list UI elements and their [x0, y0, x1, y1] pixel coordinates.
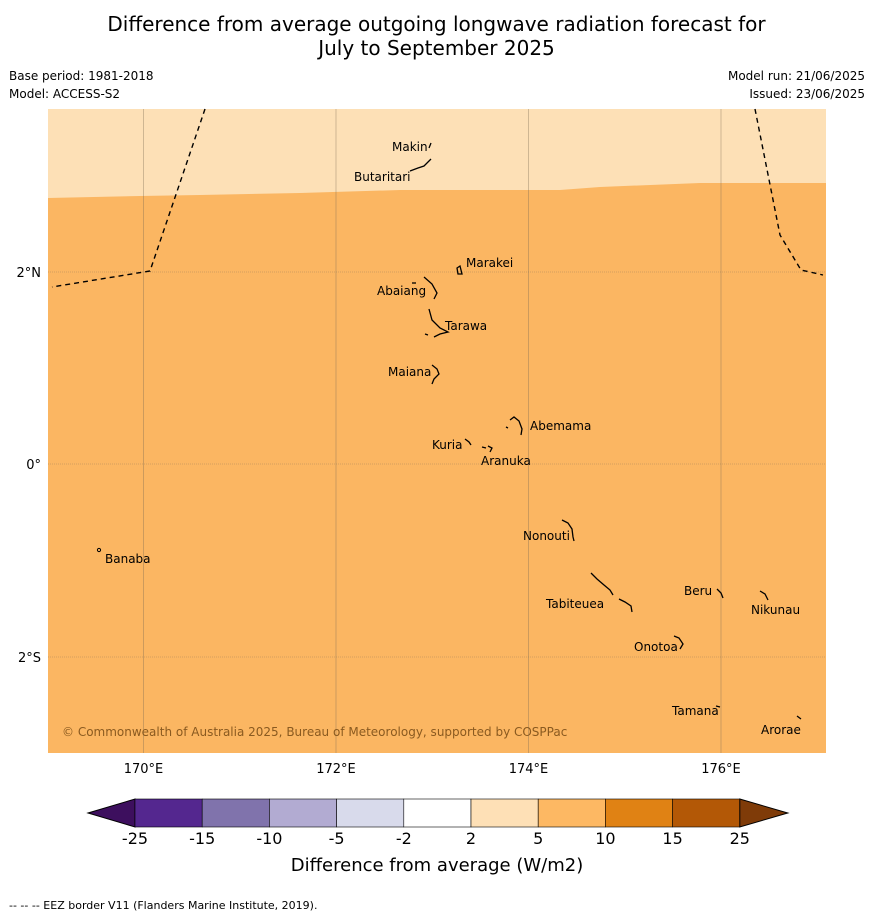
island-abaiang-shape — [423, 276, 438, 300]
label-tamana: Tamana — [671, 704, 719, 718]
label-beru: Beru — [684, 584, 712, 598]
colorbar-tick-label: 10 — [595, 829, 615, 848]
lon-label-176e: 176°E — [701, 762, 741, 777]
lon-label-174e: 174°E — [509, 762, 549, 777]
label-nonouti: Nonouti — [523, 529, 570, 543]
label-makin: Makin — [392, 140, 428, 154]
island-butaritari-shape — [409, 158, 432, 172]
map-title: Difference from average outgoing longwav… — [0, 12, 873, 60]
colorbar-tick-label: -15 — [189, 829, 215, 848]
label-tabiteuea: Tabiteuea — [545, 597, 604, 611]
label-butaritari: Butaritari — [354, 170, 411, 184]
colorbar: Difference from average (W/m2) -25 -15 -10… — [86, 798, 790, 876]
model-run: Model run: 21/06/2025 — [727, 69, 865, 83]
colorbar-tick-label: -5 — [329, 829, 345, 848]
island-tamana-shape — [715, 705, 721, 708]
island-banaba-shape — [96, 547, 102, 553]
island-abemama-islet — [505, 426, 509, 429]
colorbar-segment — [134, 798, 203, 828]
island-tabiteuea-north-shape — [590, 572, 614, 596]
colorbar-segment — [537, 798, 606, 828]
base-period: Base period: 1981-2018 — [9, 69, 154, 83]
colorbar-segment — [403, 798, 472, 828]
label-abemama: Abemama — [530, 419, 591, 433]
label-abaiang: Abaiang — [377, 284, 426, 298]
label-onotoa: Onotoa — [634, 640, 678, 654]
island-arorae-shape — [796, 715, 802, 720]
island-nonouti-shape — [561, 519, 575, 542]
colorbar-tick-label: 25 — [730, 829, 750, 848]
eez-border-east — [754, 108, 824, 276]
island-kuria-shape — [464, 438, 472, 446]
island-marakei-shape — [456, 264, 463, 275]
island-beru-shape — [716, 588, 724, 599]
copyright-notice: © Commonwealth of Australia 2025, Bureau… — [62, 725, 567, 739]
title-line-2: July to September 2025 — [318, 36, 555, 60]
colorbar-tick-label: -10 — [256, 829, 282, 848]
island-tarawa-shape — [428, 308, 450, 338]
model-name: Model: ACCESS-S2 — [9, 87, 121, 101]
islands — [409, 142, 802, 720]
label-marakei: Marakei — [466, 256, 513, 270]
lat-label-0: 0° — [26, 458, 41, 473]
lon-label-172e: 172°E — [316, 762, 356, 777]
label-nikunau: Nikunau — [751, 603, 800, 617]
colorbar-tick-label: 15 — [662, 829, 682, 848]
label-tarawa: Tarawa — [444, 319, 487, 333]
colorbar-segment — [336, 798, 405, 828]
eez-border-west — [51, 108, 206, 288]
issued-date: Issued: 23/06/2025 — [749, 87, 865, 101]
title-line-1: Difference from average outgoing longwav… — [107, 12, 766, 36]
island-makin-shape — [428, 142, 432, 149]
meta-right: Model run: 21/06/2025 Issued: 23/06/2025 — [728, 67, 865, 103]
map-panel: Makin Butaritari Marakei Abaiang Tarawa … — [48, 108, 826, 753]
colorbar-segment — [470, 798, 539, 828]
lat-label-2s: 2°S — [18, 651, 41, 666]
island-onotoa-shape — [673, 635, 684, 650]
island-abemama-shape — [509, 416, 523, 436]
label-kuria: Kuria — [432, 438, 463, 452]
colorbar-segment — [605, 798, 673, 828]
colorbar-tick-label: 2 — [466, 829, 476, 848]
colorbar-tick-label: -2 — [396, 829, 412, 848]
forecast-band-2-5 — [48, 109, 826, 198]
colorbar-segment — [269, 798, 337, 828]
graticule — [48, 109, 826, 753]
colorbar-tick-label: -25 — [122, 829, 148, 848]
forecast-band-5-10 — [48, 109, 826, 753]
colorbar-tick-label: 5 — [533, 829, 543, 848]
eez-border — [51, 108, 824, 288]
label-maiana: Maiana — [388, 365, 431, 379]
label-aranuka: Aranuka — [481, 454, 531, 468]
island-tabiteuea-south-shape — [618, 598, 633, 613]
colorbar-extend-low — [86, 798, 136, 828]
colorbar-extend-high — [739, 798, 790, 828]
meta-left: Base period: 1981-2018 Model: ACCESS-S2 — [9, 67, 154, 103]
lon-label-170e: 170°E — [124, 762, 164, 777]
label-banaba: Banaba — [105, 552, 151, 566]
island-maiana-shape — [431, 364, 440, 385]
axis-labels: 170°E 172°E 174°E 176°E 2°N 0° 2°S — [17, 266, 741, 777]
colorbar-segment — [672, 798, 741, 828]
colorbar-segment — [201, 798, 270, 828]
island-tarawa-islet — [424, 333, 429, 336]
label-arorae: Arorae — [761, 723, 801, 737]
eez-footnote: -- -- -- EEZ border V11 (Flanders Marine… — [9, 899, 318, 912]
island-nikunau-shape — [759, 590, 769, 601]
island-aranuka-shape — [481, 445, 493, 453]
lat-label-2n: 2°N — [17, 266, 42, 281]
colorbar-label: Difference from average (W/m2) — [291, 855, 583, 876]
